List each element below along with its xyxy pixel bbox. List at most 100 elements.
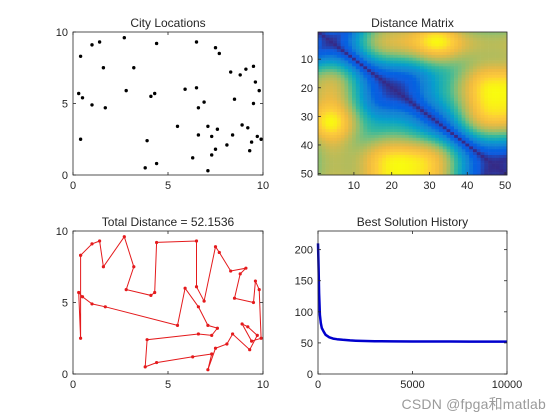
heatmap-cell — [495, 169, 500, 173]
heatmap-cell — [389, 103, 394, 107]
heatmap-cell — [450, 40, 455, 44]
heatmap-cell — [465, 97, 470, 101]
heatmap-cell — [321, 52, 326, 56]
heatmap-cell — [344, 112, 349, 116]
heatmap-cell — [423, 92, 428, 96]
heatmap-cell — [329, 106, 334, 110]
heatmap-cell — [450, 137, 455, 141]
city-point — [251, 64, 256, 69]
heatmap-cell — [404, 117, 410, 121]
heatmap-cell — [370, 37, 375, 41]
heatmap-cell — [397, 109, 402, 113]
heatmap-cell — [450, 157, 455, 161]
heatmap-cell — [476, 103, 481, 107]
heatmap-cell — [450, 94, 455, 99]
heatmap-cell — [333, 100, 338, 104]
y-tick-label: 20 — [301, 83, 313, 95]
heatmap-cell — [472, 112, 478, 116]
heatmap-cell — [491, 134, 496, 139]
heatmap-cell — [503, 66, 508, 70]
heatmap-cell — [336, 69, 341, 73]
heatmap-cell — [401, 94, 406, 99]
heatmap-cell — [401, 106, 406, 110]
heatmap-cell — [484, 37, 489, 41]
heatmap-cell — [370, 97, 375, 101]
heatmap-cell — [469, 83, 474, 87]
heatmap-cell — [503, 97, 508, 101]
heatmap-cell — [457, 54, 462, 59]
heatmap-cell — [393, 34, 398, 39]
heatmap-cell — [442, 46, 447, 50]
heatmap-cell — [431, 112, 436, 116]
heatmap-cell — [488, 123, 493, 127]
heatmap-cell — [476, 152, 481, 156]
heatmap-cell — [438, 43, 444, 47]
heatmap-cell — [336, 32, 341, 36]
heatmap-cell — [442, 63, 447, 67]
heatmap-cell — [416, 77, 421, 81]
heatmap-cell — [457, 86, 462, 90]
heatmap-cell — [491, 166, 496, 170]
heatmap-cell — [495, 83, 500, 87]
heatmap-cell — [469, 103, 474, 107]
heatmap-cell — [359, 60, 364, 64]
heatmap-cell — [431, 89, 436, 93]
heatmap-cell — [333, 129, 338, 133]
heatmap-cell — [336, 89, 341, 93]
heatmap-cell — [393, 106, 398, 110]
heatmap-cell — [457, 166, 462, 170]
heatmap-cell — [408, 52, 413, 56]
heatmap-cell — [454, 49, 459, 53]
heatmap-cell — [469, 54, 474, 59]
heatmap-cell — [416, 80, 421, 84]
heatmap-cell — [423, 112, 428, 116]
heatmap-cell — [352, 169, 357, 173]
heatmap-cell — [454, 32, 459, 36]
heatmap-cell — [491, 106, 496, 110]
heatmap-cell — [442, 34, 447, 39]
heatmap-cell — [382, 149, 387, 153]
heatmap-cell — [476, 69, 481, 73]
heatmap-cell — [503, 92, 508, 96]
heatmap-cell — [461, 52, 466, 56]
heatmap-cell — [499, 32, 504, 36]
heatmap-cell — [476, 37, 481, 41]
heatmap-cell — [389, 83, 394, 87]
history-line — [316, 243, 507, 343]
heatmap-cell — [393, 54, 398, 59]
heatmap-cell — [378, 46, 383, 50]
heatmap-cell — [472, 60, 478, 64]
city-point — [210, 153, 214, 157]
heatmap-cell — [374, 43, 379, 47]
heatmap-cell — [374, 169, 379, 173]
heatmap-cell — [386, 126, 391, 130]
heatmap-cell — [438, 152, 444, 156]
heatmap-cell — [355, 169, 360, 173]
route-point — [145, 338, 149, 342]
heatmap-cell — [355, 49, 360, 53]
heatmap-cell — [404, 126, 410, 130]
heatmap-cell — [348, 74, 353, 79]
heatmap-cell — [435, 146, 440, 150]
heatmap-cell — [325, 114, 330, 119]
heatmap-cell — [397, 66, 402, 70]
heatmap-cell — [472, 86, 478, 90]
heatmap-cell — [404, 169, 410, 173]
heatmap-cell — [408, 66, 413, 70]
heatmap-cell — [404, 86, 410, 90]
heatmap-cell — [423, 100, 428, 104]
heatmap-cell — [348, 103, 353, 107]
heatmap-cell — [476, 86, 481, 90]
heatmap-cell — [382, 123, 387, 127]
heatmap-cell — [370, 117, 375, 121]
heatmap-cell — [457, 149, 462, 153]
heatmap-cell — [416, 37, 421, 41]
heatmap-cell — [469, 57, 474, 61]
heatmap-cell — [367, 66, 372, 70]
heatmap-cell — [427, 77, 432, 81]
heatmap-cell — [503, 52, 508, 56]
heatmap-cell — [336, 154, 341, 159]
heatmap-cell — [367, 32, 372, 36]
heatmap-cell — [480, 57, 485, 61]
heatmap-cell — [476, 154, 481, 159]
